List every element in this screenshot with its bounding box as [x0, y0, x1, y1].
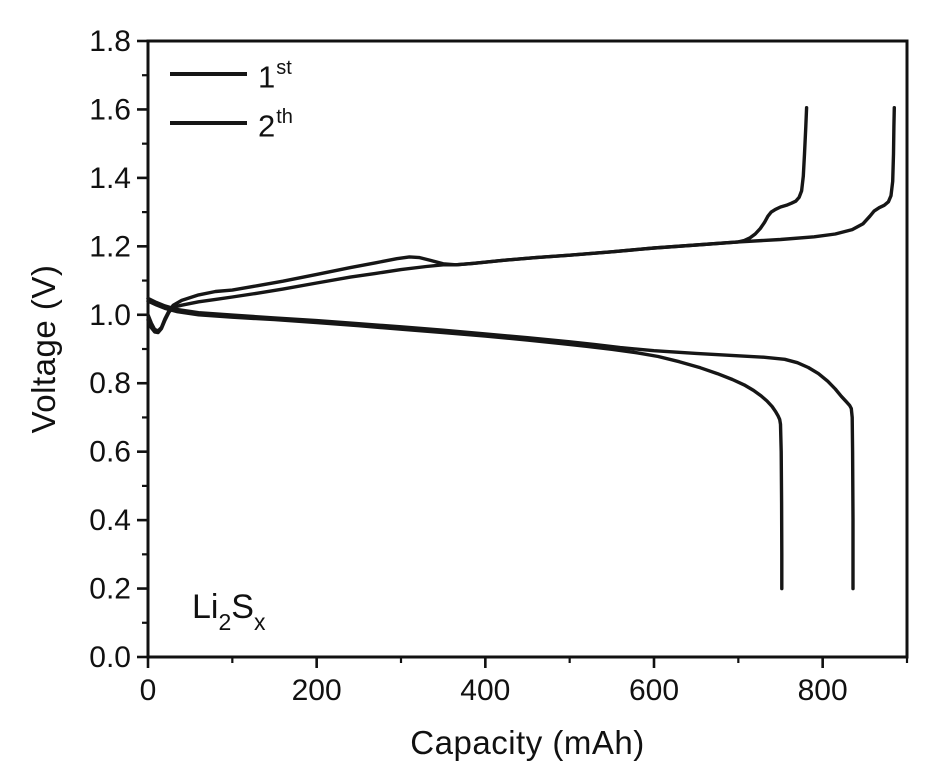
legend-line-swatch	[170, 121, 247, 125]
series-cycle2-discharge	[146, 299, 784, 591]
legend-entry-1st: 1st	[170, 56, 292, 95]
x-tick-label: 0	[140, 674, 157, 707]
y-tick-label: 1.2	[89, 230, 131, 263]
y-tick-label: 0.2	[89, 573, 131, 606]
y-tick-label: 1.4	[89, 162, 131, 195]
legend-label-2th: 2th	[258, 106, 293, 144]
y-tick-label: 1.6	[89, 93, 131, 126]
y-tick-label: 0.0	[89, 641, 131, 674]
x-tick-label: 800	[798, 674, 848, 707]
series-cycle1-discharge	[146, 296, 855, 591]
y-tick-label: 1.8	[89, 25, 131, 58]
y-tick-label: 0.4	[89, 504, 131, 537]
x-tick-label: 600	[629, 674, 679, 707]
legend-entry-2th: 2th	[170, 105, 293, 144]
series-cycle2-charge	[146, 106, 809, 335]
x-tick-label: 200	[292, 674, 342, 707]
y-tick-label: 0.8	[89, 367, 131, 400]
x-axis-title: Capacity (mAh)	[410, 724, 645, 761]
y-tick-label: 1.0	[89, 299, 131, 332]
x-tick-label: 400	[460, 674, 510, 707]
legend-line-swatch	[170, 72, 247, 76]
legend-label-1st: 1st	[258, 57, 292, 95]
y-tick-label: 0.6	[89, 436, 131, 469]
annotation-li2sx: Li2Sx	[192, 588, 266, 635]
y-axis-title: Voltage (V)	[25, 264, 62, 434]
legend: 1st 2th	[170, 56, 293, 154]
